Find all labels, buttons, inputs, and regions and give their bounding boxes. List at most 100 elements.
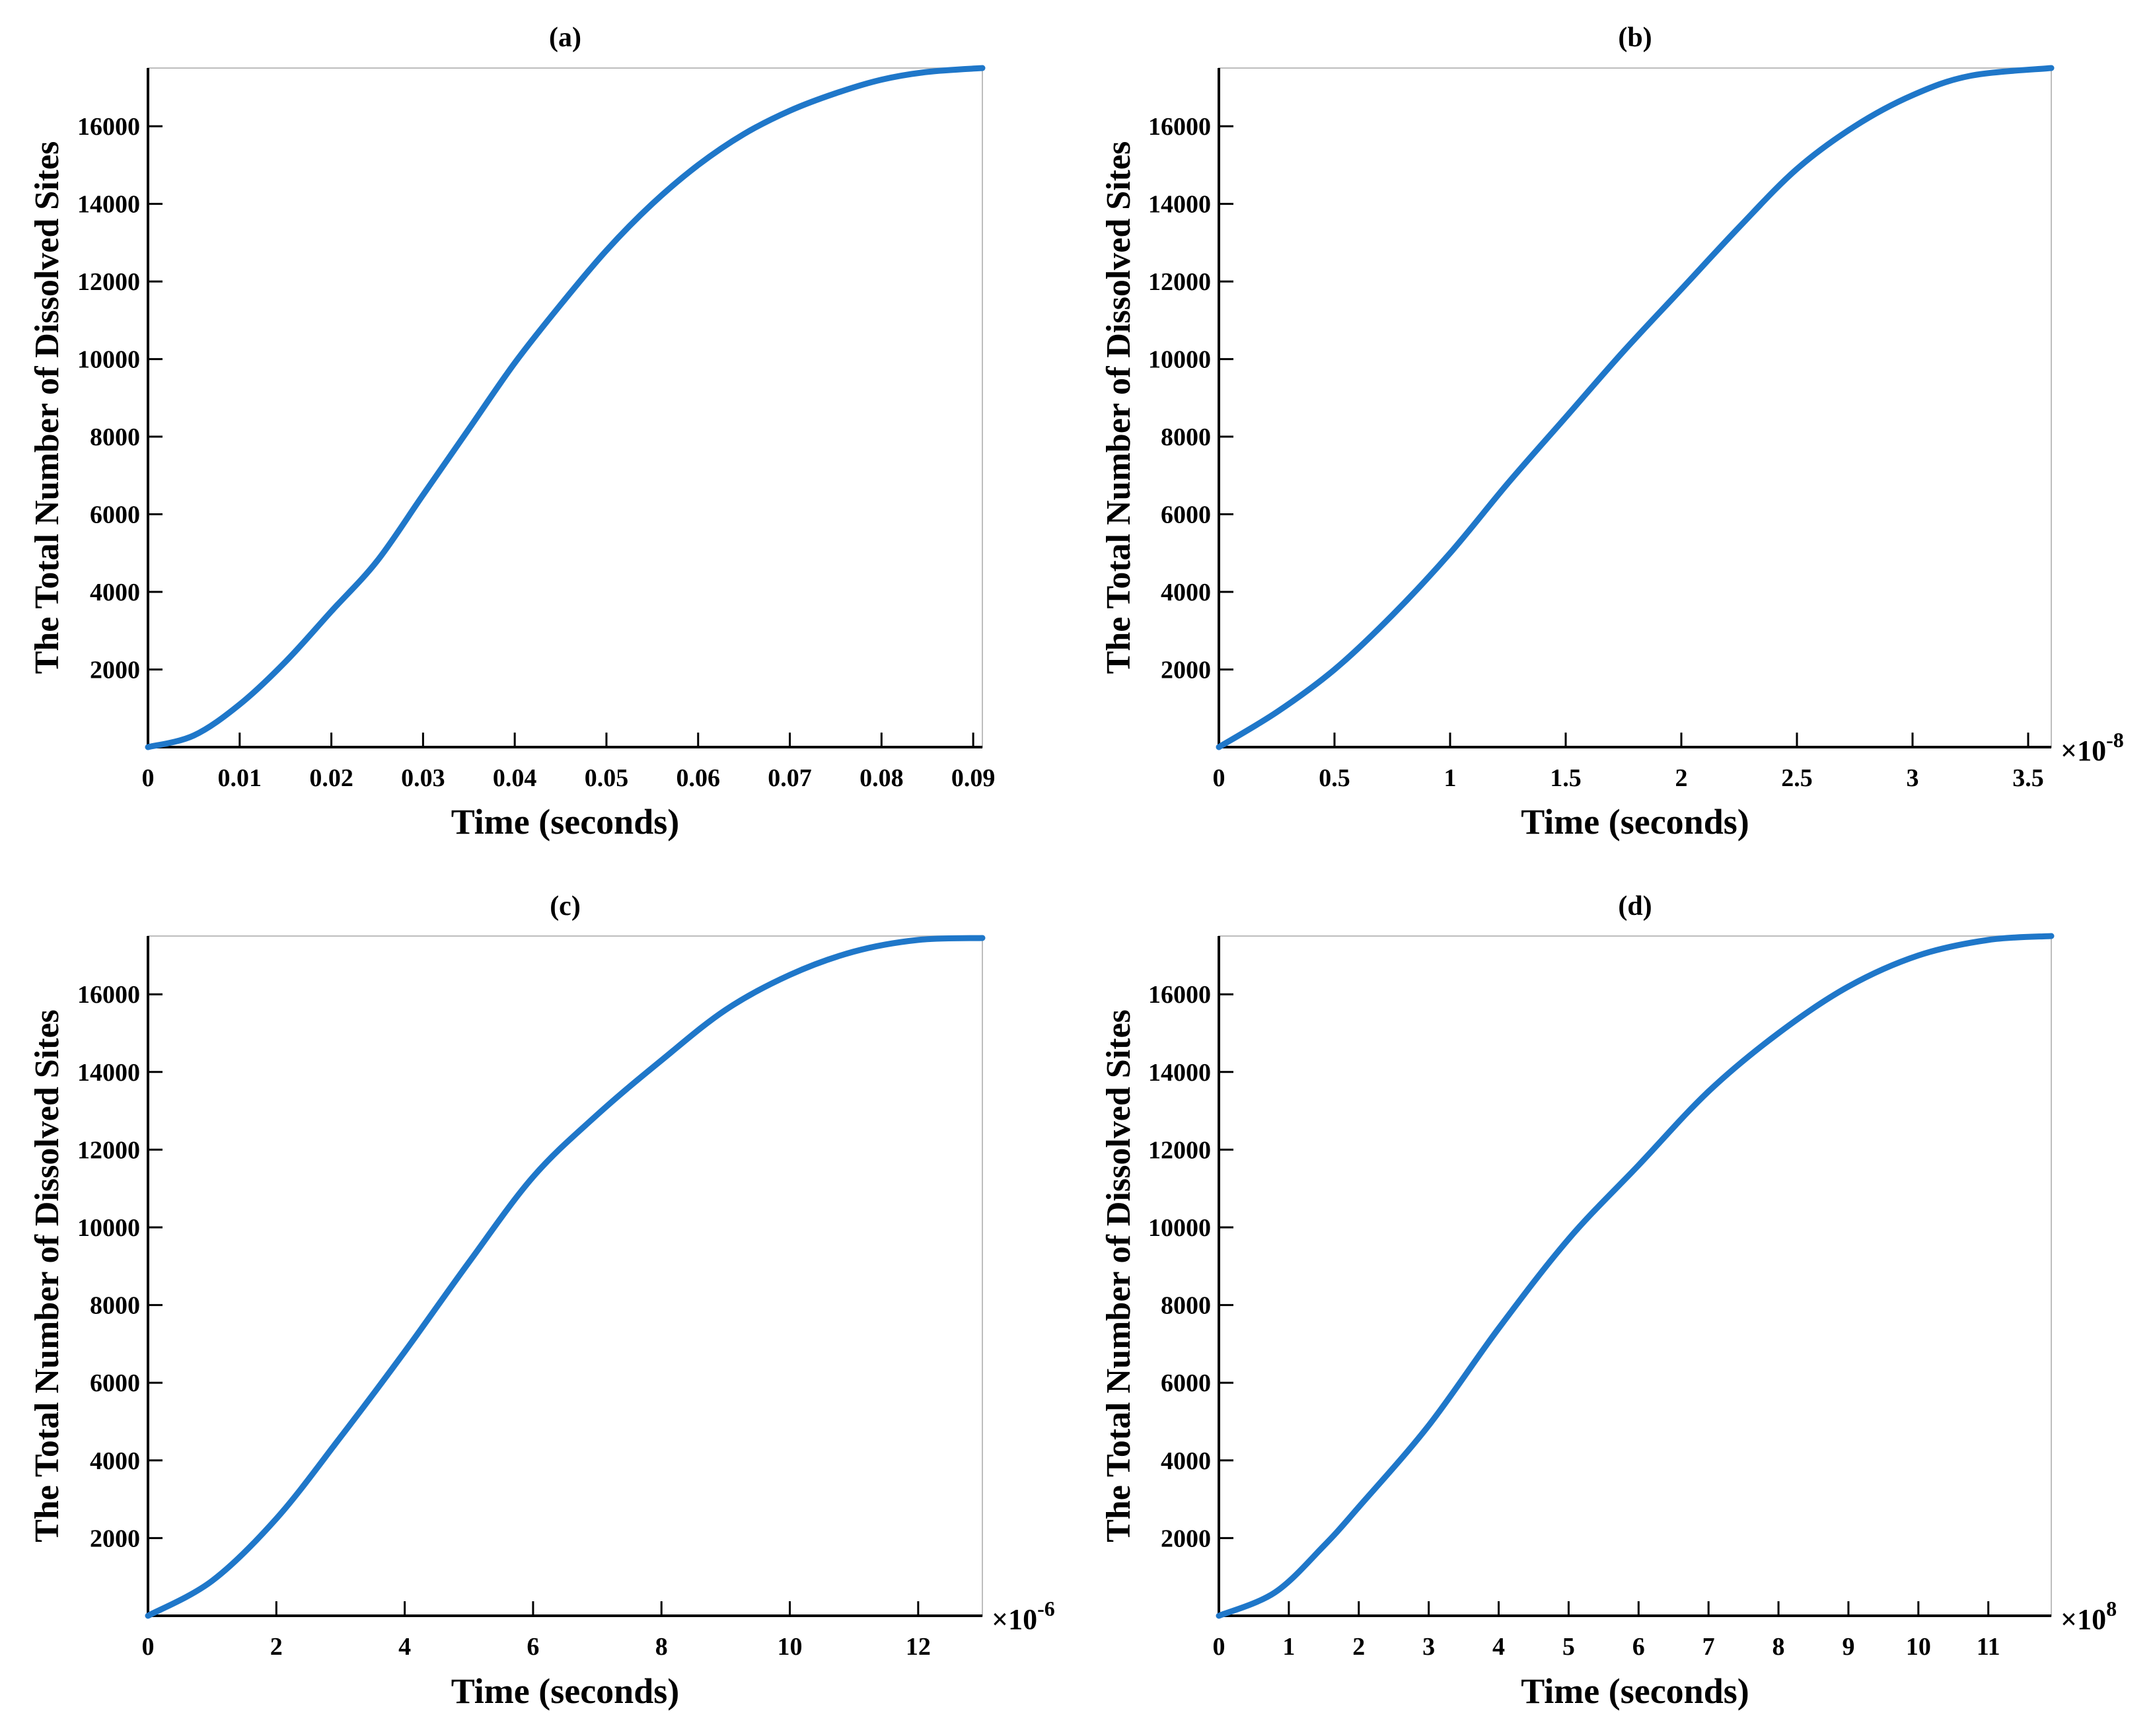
x-multiplier-exponent: -6	[1037, 1597, 1055, 1620]
y-tick-label: 10000	[1148, 346, 1211, 374]
x-multiplier-exponent: 8	[2106, 1597, 2117, 1620]
y-tick-label: 16000	[1148, 113, 1211, 141]
data-point	[741, 131, 747, 137]
x-axis-label: Time (seconds)	[451, 1671, 680, 1711]
plot-frame	[1218, 935, 2052, 1616]
x-axis-label: Time (seconds)	[1521, 802, 1749, 842]
y-tick-label: 6000	[1161, 1369, 1211, 1397]
x-axis-label: Time (seconds)	[451, 802, 680, 842]
y-tick-label: 8000	[90, 423, 140, 451]
data-point	[1706, 1089, 1712, 1095]
data-point	[695, 162, 701, 168]
y-tick-label: 6000	[90, 1369, 140, 1397]
x-multiplier-exponent: -8	[2106, 728, 2124, 752]
data-point	[980, 935, 985, 941]
data-point	[191, 733, 197, 739]
data-point	[512, 360, 518, 366]
data-point	[1505, 480, 1511, 486]
y-tick-label: 4000	[90, 579, 140, 606]
chart-panel-3: (d) 0 1 2 3 4 5 6 7 8 9 10 11 2000 4000 6000 8000 10000 12…	[1100, 891, 2117, 1711]
x-tick-label: 6	[1632, 1633, 1645, 1661]
chart-panel-1: (b) 0 0.5 1 1.5 2 2.5 3 3.5 2000 4000 6000 8000 10000…	[1100, 22, 2124, 842]
y-tick-label: 12000	[77, 268, 140, 296]
y-axis-label: The Total Number of Dissolved Sites	[28, 141, 66, 674]
y-axis-label: The Total Number of Dissolved Sites	[28, 1009, 66, 1542]
y-tick-label: 4000	[90, 1447, 140, 1475]
data-point	[1332, 667, 1337, 672]
x-tick-label: 0.01	[218, 764, 262, 792]
data-point	[1321, 1543, 1327, 1549]
data-point	[1852, 124, 1858, 129]
data-point	[1216, 744, 1222, 750]
x-tick-label: 0.05	[585, 764, 629, 792]
y-axis-label: The Total Number of Dissolved Sites	[1100, 1009, 1138, 1542]
x-tick-label: 2	[1352, 1633, 1365, 1661]
data-point	[1985, 937, 1991, 943]
x-tick-label: 0.02	[309, 764, 353, 792]
x-axis-multiplier: ×10-8	[2061, 728, 2124, 767]
x-tick-label: 0	[1213, 1633, 1225, 1661]
x-tick-label: 0.09	[951, 764, 996, 792]
x-tick-label: 2.5	[1781, 764, 1813, 792]
chart-panel-2: (c) 0 2 4 6 8 10 12 2000 4000 6000 8000 10000 12000 14…	[28, 891, 1055, 1711]
x-tick-label: 0	[1213, 764, 1225, 792]
x-tick-label: 3.5	[2012, 764, 2044, 792]
y-tick-label: 16000	[77, 981, 140, 1009]
data-point	[558, 302, 564, 308]
y-tick-label: 8000	[1161, 1292, 1211, 1320]
x-tick-label: 0.03	[401, 764, 445, 792]
data-point	[1915, 953, 1921, 958]
x-tick-label: 3	[1907, 764, 1919, 792]
x-tick-label: 1	[1282, 1633, 1295, 1661]
series-line-0	[1216, 65, 2055, 750]
panel-title: (d)	[1618, 891, 1652, 922]
x-multiplier-base: ×10	[992, 1603, 1037, 1636]
panel-title: (b)	[1618, 22, 1652, 53]
x-tick-label: 3	[1422, 1633, 1435, 1661]
data-point	[603, 248, 609, 254]
data-point	[659, 1058, 665, 1064]
x-tick-label: 6	[527, 1633, 539, 1661]
data-point	[466, 1259, 472, 1265]
data-point	[1356, 1504, 1362, 1510]
x-multiplier-base: ×10	[2061, 735, 2106, 767]
x-axis-label: Time (seconds)	[1521, 1671, 1749, 1711]
y-tick-label: 14000	[77, 1059, 140, 1087]
y-tick-label: 14000	[77, 191, 140, 219]
x-tick-label: 0.08	[859, 764, 904, 792]
y-tick-label: 10000	[77, 1214, 140, 1242]
x-multiplier-base: ×10	[2061, 1603, 2106, 1636]
x-tick-label: 7	[1702, 1633, 1715, 1661]
series-line-0	[145, 935, 986, 1619]
data-point	[1794, 166, 1800, 172]
data-point	[1910, 92, 1915, 98]
data-point	[145, 1613, 151, 1618]
x-tick-label: 4	[398, 1633, 411, 1661]
y-tick-label: 12000	[1148, 1136, 1211, 1164]
data-point	[1776, 1031, 1782, 1036]
x-axis-multiplier: ×108	[2061, 1597, 2117, 1636]
data-point	[787, 972, 793, 978]
data-point	[466, 426, 472, 432]
data-point	[209, 1578, 215, 1584]
plot-frame	[1218, 67, 2052, 748]
y-tick-label: 8000	[90, 1292, 140, 1320]
data-point	[1636, 1162, 1642, 1168]
data-point	[915, 937, 921, 943]
y-tick-label: 12000	[77, 1136, 140, 1164]
data-point	[1274, 709, 1280, 715]
data-point	[402, 1349, 408, 1355]
data-point	[1566, 1236, 1572, 1242]
y-tick-label: 12000	[1148, 268, 1211, 296]
y-tick-label: 4000	[1161, 1447, 1211, 1475]
y-tick-label: 6000	[90, 501, 140, 529]
x-tick-label: 10	[778, 1633, 803, 1661]
x-tick-label: 2	[1675, 764, 1688, 792]
chart-panel-0: (a) 0 0.01 0.02 0.03 0.04 0.05 0.06 0.07 0.08 0.09…	[28, 22, 995, 842]
x-tick-label: 10	[1906, 1633, 1931, 1661]
plot-frame	[147, 67, 983, 748]
data-point	[283, 659, 289, 665]
data-point	[1679, 286, 1684, 292]
series-line-0	[1216, 933, 2055, 1619]
